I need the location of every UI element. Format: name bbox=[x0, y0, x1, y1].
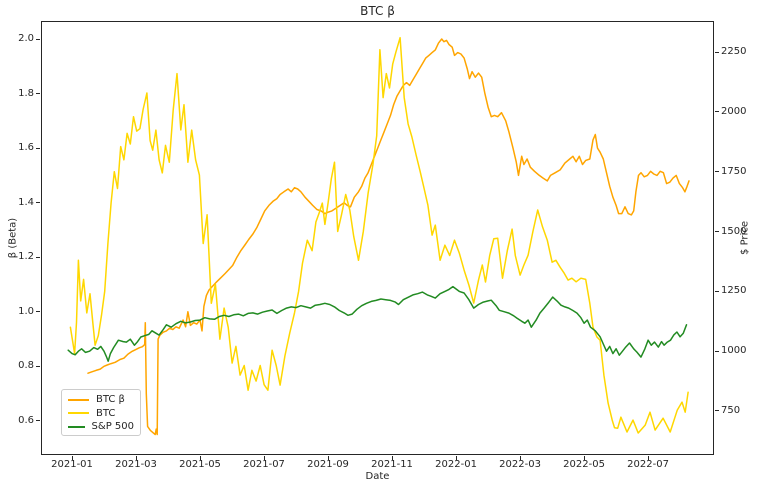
legend-swatch-btc-beta bbox=[68, 398, 89, 401]
y-left-tick-mark bbox=[36, 93, 40, 95]
y-left-tick-label: 1.0 bbox=[18, 305, 34, 317]
x-tick-mark bbox=[455, 456, 457, 460]
y-right-tick-label: 2000 bbox=[721, 105, 747, 117]
y-left-tick-mark bbox=[36, 256, 40, 258]
plot-area bbox=[41, 21, 714, 455]
y-right-tick-mark bbox=[715, 350, 719, 352]
y-right-tick-label: 750 bbox=[721, 404, 741, 416]
x-tick-mark bbox=[583, 456, 585, 460]
y-right-tick-mark bbox=[715, 410, 719, 412]
y-axis-label-right: $ Price bbox=[739, 221, 751, 255]
x-tick-label: 2022-07 bbox=[627, 459, 669, 470]
x-tick-mark bbox=[263, 456, 265, 460]
legend-label-btc: BTC bbox=[96, 407, 116, 419]
y-left-tick-label: 1.4 bbox=[18, 196, 34, 208]
y-right-tick-mark bbox=[715, 51, 719, 53]
x-tick-label: 2022-03 bbox=[499, 459, 541, 470]
legend-item-sp500: S&P 500 bbox=[62, 420, 140, 434]
y-axis-label-left: β (Beta) bbox=[7, 217, 19, 259]
legend-swatch-sp500 bbox=[68, 425, 85, 428]
y-left-tick-mark bbox=[36, 311, 40, 313]
y-right-tick-label: 1750 bbox=[721, 165, 747, 177]
x-tick-label: 2021-11 bbox=[371, 459, 413, 470]
y-right-tick-label: 1500 bbox=[721, 225, 747, 237]
series-line-btc bbox=[69, 36, 689, 434]
y-left-tick-label: 2.0 bbox=[18, 33, 34, 44]
legend-swatch-btc bbox=[68, 412, 89, 415]
y-left-tick-label: 0.6 bbox=[18, 414, 34, 426]
y-left-tick-mark bbox=[36, 38, 40, 40]
x-tick-label: 2021-03 bbox=[115, 459, 157, 470]
x-tick-label: 2021-09 bbox=[307, 459, 349, 470]
y-right-tick-mark bbox=[715, 231, 719, 233]
plot-spines bbox=[41, 21, 714, 455]
y-right-tick-label: 1000 bbox=[721, 345, 747, 357]
chart-title: BTC β bbox=[360, 4, 395, 18]
y-right-tick-mark bbox=[715, 171, 719, 173]
x-tick-label: 2021-05 bbox=[179, 459, 221, 470]
plot-svg bbox=[41, 21, 714, 455]
y-left-tick-label: 1.8 bbox=[18, 87, 34, 99]
y-left-tick-mark bbox=[36, 365, 40, 367]
legend-label-btc-beta: BTC β bbox=[96, 394, 125, 406]
x-tick-mark bbox=[519, 456, 521, 460]
x-axis-label: Date bbox=[365, 471, 390, 482]
y-left-tick-mark bbox=[36, 202, 40, 204]
y-left-tick-mark bbox=[36, 147, 40, 149]
y-right-tick-label: 1250 bbox=[721, 285, 747, 297]
y-left-tick-label: 1.2 bbox=[18, 251, 34, 263]
x-tick-mark bbox=[327, 456, 329, 460]
x-tick-mark bbox=[391, 456, 393, 460]
series-line-sp500 bbox=[67, 285, 688, 362]
x-tick-mark bbox=[199, 456, 201, 460]
x-tick-label: 2021-01 bbox=[51, 459, 93, 470]
x-tick-mark bbox=[647, 456, 649, 460]
y-left-tick-mark bbox=[36, 420, 40, 422]
y-right-tick-mark bbox=[715, 290, 719, 292]
x-tick-label: 2022-01 bbox=[435, 459, 477, 470]
x-tick-mark bbox=[71, 456, 73, 460]
legend-item-btc: BTC bbox=[62, 407, 140, 421]
x-tick-label: 2022-05 bbox=[563, 459, 605, 470]
series-line-btc-beta bbox=[87, 38, 690, 436]
legend-item-btc-beta: BTC β bbox=[62, 393, 140, 407]
legend-label-sp500: S&P 500 bbox=[91, 421, 134, 433]
y-left-tick-label: 0.8 bbox=[18, 360, 34, 372]
legend: BTC β BTC S&P 500 bbox=[61, 389, 141, 436]
y-right-tick-mark bbox=[715, 111, 719, 113]
x-tick-mark bbox=[135, 456, 137, 460]
y-left-tick-label: 1.6 bbox=[18, 142, 34, 154]
x-tick-label: 2021-07 bbox=[243, 459, 285, 470]
y-right-tick-label: 2250 bbox=[721, 46, 747, 58]
